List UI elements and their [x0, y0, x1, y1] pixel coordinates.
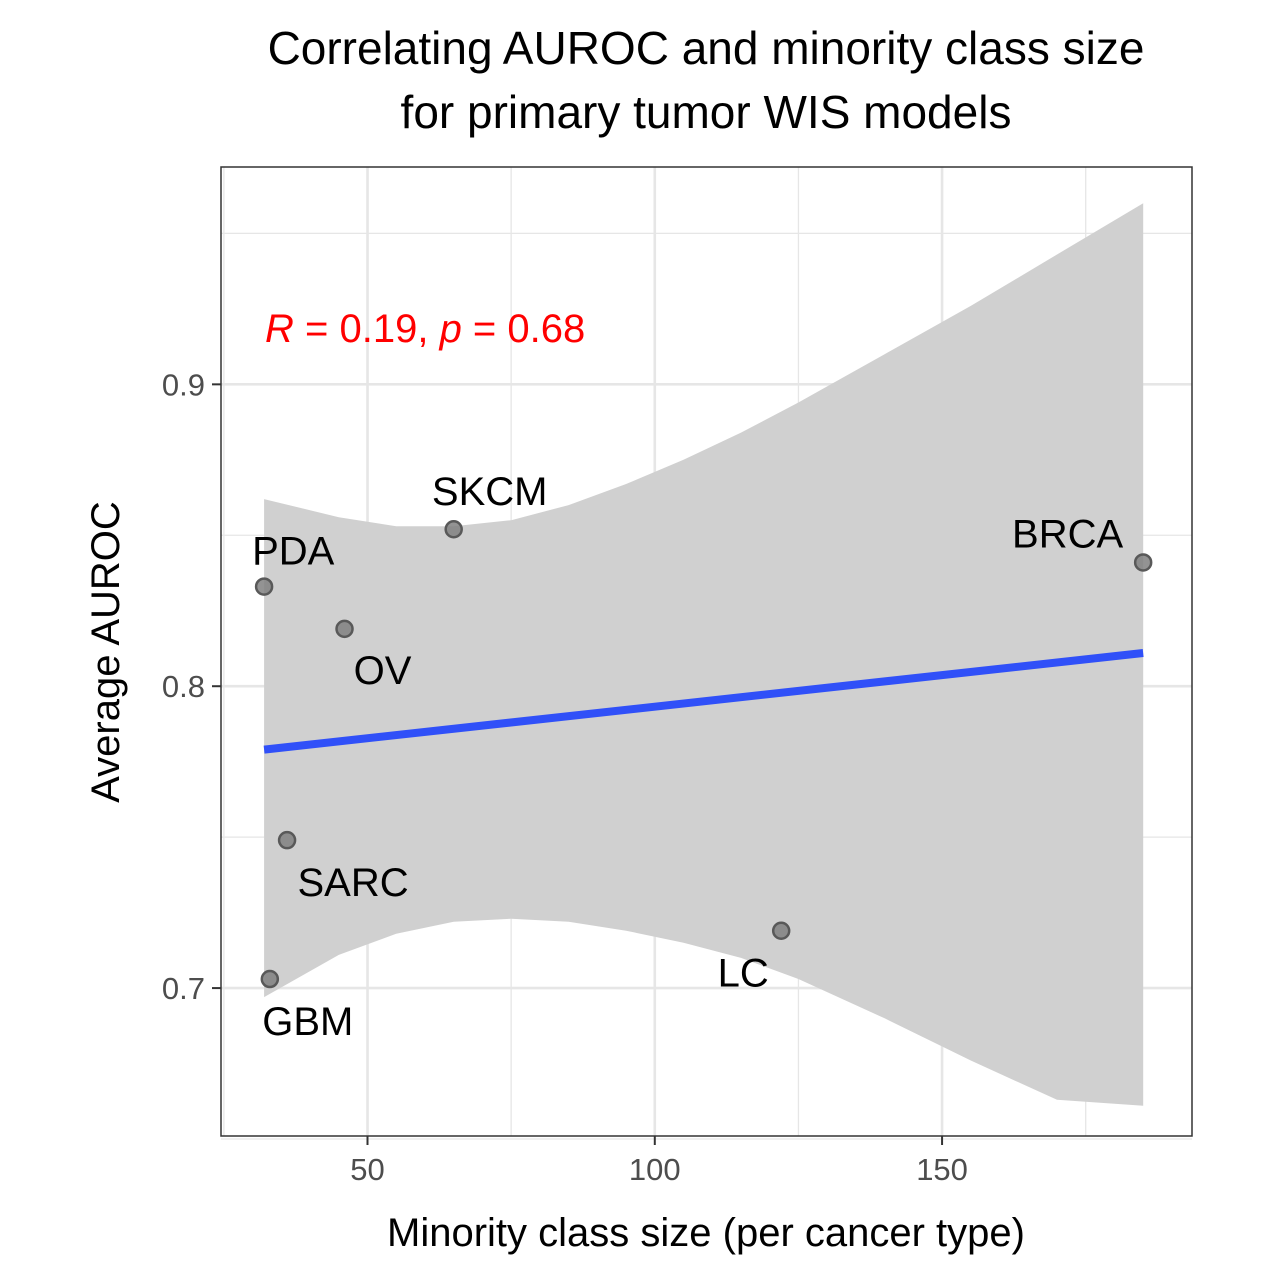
p-value-text: = 0.68: [462, 307, 585, 351]
data-point-ov: [335, 619, 354, 639]
correlation-annotation: R = 0.19, p = 0.68: [265, 307, 585, 351]
x-tick-label: 150: [916, 1152, 968, 1187]
ticks-layer: 50 100 150 0.7 0.8 0.9: [162, 367, 968, 1187]
point-label-brca: BRCA: [1012, 512, 1123, 556]
chart-title-line-2: for primary tumor WIS models: [401, 86, 1012, 138]
y-tick-label: 0.8: [162, 669, 205, 704]
points-layer: [254, 519, 1153, 989]
p-symbol: p: [439, 307, 462, 351]
point-label-sarc: SARC: [298, 861, 409, 905]
point-label-gbm: GBM: [262, 1000, 353, 1044]
y-tick-label: 0.7: [162, 971, 205, 1006]
y-tick-label: 0.9: [162, 367, 205, 402]
confidence-ribbon: [264, 203, 1144, 1106]
x-tick-label: 50: [350, 1152, 384, 1187]
x-tick-label: 100: [629, 1152, 681, 1187]
point-label-skcm: SKCM: [432, 470, 548, 514]
point-label-lc: LC: [718, 952, 769, 996]
r-symbol: R: [265, 307, 294, 351]
point-labels-layer: PDA SKCM BRCA OV SARC LC GBM: [252, 470, 1123, 1044]
r-value-text: = 0.19,: [294, 307, 440, 351]
regression-line: [263, 649, 1144, 754]
chart-title-line-1: Correlating AUROC and minority class siz…: [268, 22, 1145, 74]
data-point-skcm: [444, 519, 463, 539]
data-point-lc: [771, 921, 791, 940]
data-point-gbm: [260, 969, 280, 989]
point-label-ov: OV: [354, 649, 412, 693]
data-point-brca: [1133, 553, 1153, 572]
x-axis-title: Minority class size (per cancer type): [387, 1211, 1025, 1255]
y-axis-title: Average AUROC: [84, 501, 128, 803]
data-point-sarc: [277, 830, 297, 850]
point-label-pda: PDA: [252, 530, 335, 574]
data-point-pda: [254, 577, 274, 596]
panel-border: [220, 166, 1193, 1137]
